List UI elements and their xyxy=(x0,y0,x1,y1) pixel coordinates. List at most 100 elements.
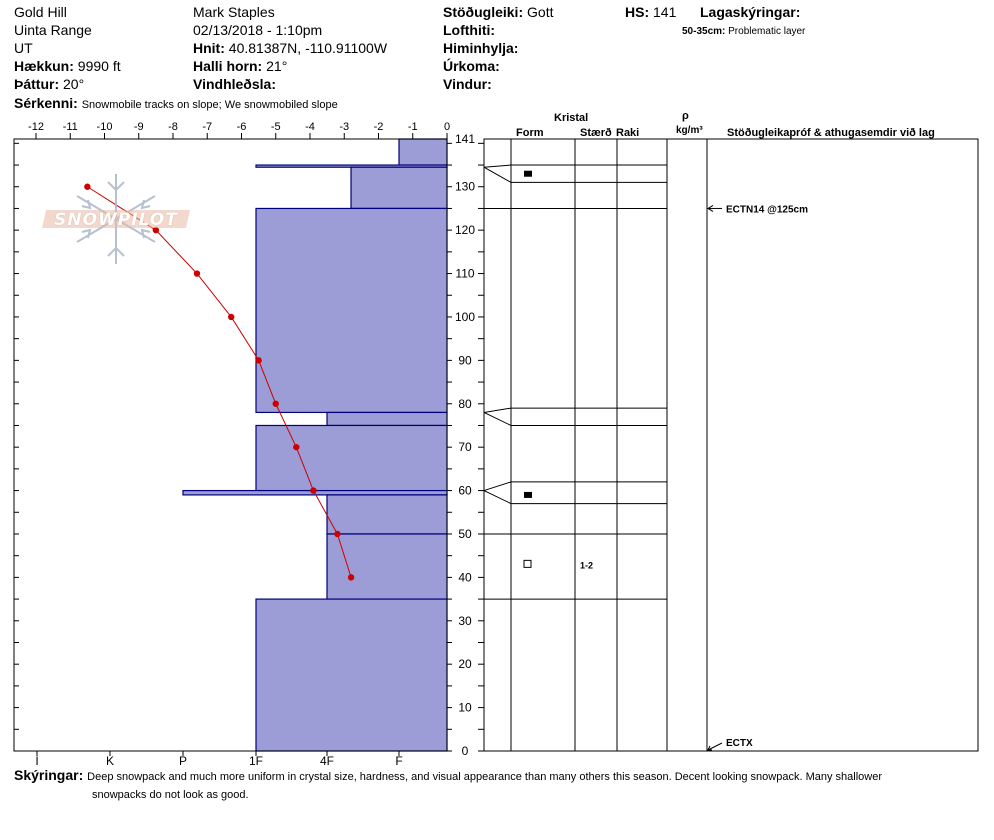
elevation-value: 9990 ft xyxy=(77,58,121,74)
hardness-layer xyxy=(255,424,448,492)
hs-value: 141 xyxy=(653,4,677,20)
snow-height: HS: 141 xyxy=(625,4,676,20)
temperature-point xyxy=(152,226,160,234)
profile-frame xyxy=(13,138,448,752)
temperature-point xyxy=(193,270,201,277)
comments-label: Skýringar: xyxy=(14,767,84,783)
depth-tick-label: 0 xyxy=(462,744,469,758)
features-value: Snowmobile tracks on slope; We snowmobil… xyxy=(81,99,338,111)
hardness-tick-label: 4F xyxy=(320,754,334,768)
coords-value: 40.81387N, -110.91100W xyxy=(228,40,388,56)
snowflake-icon xyxy=(42,174,190,264)
temp-tick-label: -8 xyxy=(168,121,178,133)
coords-label: Hnit: xyxy=(193,40,225,56)
layer-note-range: 50-35cm: xyxy=(682,26,726,37)
crystal-marks: 1-2 xyxy=(523,170,593,570)
slope-angle: Halli horn: 21° xyxy=(193,58,287,74)
depth-tick-label: 10 xyxy=(458,701,472,715)
depth-tick-label: 110 xyxy=(455,267,474,281)
rho-header: ρ xyxy=(682,110,689,122)
hardness-tick-label: I xyxy=(35,754,38,768)
layer-connector xyxy=(483,166,512,183)
temp-tick-label: -5 xyxy=(271,121,281,133)
temperature-profile xyxy=(84,183,355,581)
temp-tick-label: -12 xyxy=(28,121,44,133)
layer-notes-label: Lagaskýringar: xyxy=(700,4,801,20)
temperature-point xyxy=(255,357,262,364)
temp-tick-label: -10 xyxy=(97,121,113,133)
grid-frame xyxy=(483,138,979,752)
comments-text-1: Deep snowpack and much more uniform in c… xyxy=(87,771,882,783)
stability: Stöðugleiki: Gott xyxy=(443,4,553,20)
depth-tick-label: 90 xyxy=(458,353,472,367)
depth-tick-label: 30 xyxy=(458,614,472,628)
sky-label: Himinhylja: xyxy=(443,40,519,56)
slope-value: 21° xyxy=(266,58,288,74)
depth-tick-label: 120 xyxy=(455,223,475,237)
temperature-point xyxy=(310,487,317,494)
location-name: Gold Hill xyxy=(14,4,67,20)
snowpilot-logo: SNOWPILOT xyxy=(38,170,194,268)
hs-label: HS: xyxy=(625,4,650,20)
layer-connector xyxy=(483,164,512,168)
state-name: UT xyxy=(14,40,33,56)
temperature-line xyxy=(87,186,352,578)
depth-tick-label: 60 xyxy=(458,484,472,498)
crystal-form-open-square xyxy=(523,559,532,568)
stability-test-arrowhead xyxy=(707,745,712,751)
crystal-header: Kristal xyxy=(554,112,589,124)
temp-tick-label: -6 xyxy=(237,121,247,133)
features-label: Sérkenni: xyxy=(14,95,78,111)
depth-tick-label: 20 xyxy=(458,657,472,671)
air-temp-label: Lofthiti: xyxy=(443,22,496,38)
layer-connector xyxy=(483,407,512,413)
slope-label: Halli horn: xyxy=(193,58,263,74)
stability-test-arrow xyxy=(707,742,723,751)
temperature-point xyxy=(272,400,279,407)
depth-tick-label: 50 xyxy=(458,527,472,541)
temp-tick-label: -11 xyxy=(63,121,78,133)
temperature-point xyxy=(228,313,235,321)
hardness-tick-label: F xyxy=(395,754,402,768)
comments-text-2: snowpacks do not look as good. xyxy=(92,789,249,801)
layer-connector xyxy=(483,481,512,492)
stability-test-arrowhead xyxy=(707,205,714,212)
depth-tick-label: 130 xyxy=(455,180,475,194)
density-unit-header: kg/m³ xyxy=(676,125,703,136)
hardness-layer xyxy=(255,207,448,414)
form-header: Form xyxy=(516,127,544,139)
wind-label: Vindur: xyxy=(443,76,492,92)
temperature-point xyxy=(347,574,355,581)
depth-tick-label: 70 xyxy=(458,440,472,454)
hardness-layer xyxy=(255,598,448,752)
temp-tick-label: -1 xyxy=(408,121,418,133)
temp-tick-label: 0 xyxy=(444,121,450,133)
range-name: Uinta Range xyxy=(14,22,92,38)
temp-tick-label: -3 xyxy=(339,121,349,133)
stability-value: Gott xyxy=(527,4,554,20)
stability-test-label: ECTN14 @125cm xyxy=(726,204,808,215)
hardness-layer xyxy=(350,166,448,210)
layer-grid xyxy=(483,138,979,752)
crystal-form-filled-square xyxy=(524,170,532,177)
temperature-point xyxy=(84,183,91,190)
depth-tick-label: 80 xyxy=(458,397,472,411)
size-header: Stærð xyxy=(580,127,612,139)
elevation: Hækkun: 9990 ft xyxy=(14,58,121,74)
hardness-layer xyxy=(398,138,448,166)
depth-tick-label: 141 xyxy=(455,132,475,146)
hardness-tick-label: P xyxy=(179,754,187,768)
temperature-point xyxy=(334,530,341,538)
hardness-layer xyxy=(326,494,448,535)
hardness-layer xyxy=(326,411,448,427)
stability-test-label: ECTX xyxy=(726,738,753,749)
layer-connector xyxy=(483,490,512,505)
depth-tick-label: 40 xyxy=(458,570,472,584)
temp-tick-label: -7 xyxy=(202,121,212,133)
layer-connector xyxy=(483,411,512,426)
hardness-layers xyxy=(182,138,448,752)
elevation-label: Hækkun: xyxy=(14,58,74,74)
hardness-tick-label: 1F xyxy=(249,754,263,768)
comments-line-1: Skýringar: Deep snowpack and much more u… xyxy=(14,767,882,785)
moisture-header: Raki xyxy=(616,127,640,139)
